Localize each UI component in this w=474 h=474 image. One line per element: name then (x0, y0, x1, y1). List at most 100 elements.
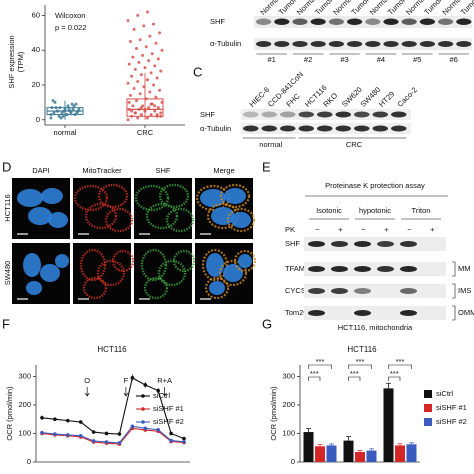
y-axis-label: OCR (pmol/min) (5, 386, 14, 441)
legend-swatch (424, 404, 432, 412)
band (391, 125, 407, 132)
row-label: α-Tubulin (200, 124, 231, 133)
data-point (139, 113, 143, 117)
band (391, 111, 407, 118)
data-point (77, 107, 81, 111)
data-point (136, 116, 140, 120)
data-point (132, 27, 136, 31)
cell-signal (226, 207, 256, 233)
significance-bracket (388, 364, 412, 369)
compartment-label: IMS (458, 286, 471, 295)
band (243, 125, 259, 132)
data-point (153, 64, 157, 68)
band (261, 111, 277, 118)
arrow (162, 387, 167, 397)
data-point (127, 100, 131, 104)
legend-label: siCtrl (153, 391, 170, 400)
data-point (136, 13, 140, 17)
marker (143, 426, 148, 431)
band (335, 111, 351, 118)
data-point (127, 62, 131, 66)
cell-signal (82, 276, 108, 300)
data-point (135, 46, 138, 50)
data-point (159, 69, 163, 73)
pk-state: − (315, 225, 320, 234)
lane-label: Tumor (386, 0, 408, 17)
data-point (128, 93, 132, 97)
data-point (156, 57, 160, 61)
band (400, 310, 417, 316)
annotation: F (124, 376, 129, 385)
nucleus (238, 254, 252, 268)
group-label: normal (259, 140, 282, 149)
compartment-label: OMM (458, 308, 474, 317)
nucleus (200, 189, 226, 207)
marker (40, 430, 44, 435)
cell-signal (84, 202, 118, 230)
data-point (145, 10, 149, 14)
data-point (154, 41, 158, 45)
band (292, 41, 308, 47)
bar (383, 388, 394, 462)
nucleus (28, 207, 52, 225)
cell-signal (143, 276, 169, 300)
marker (156, 388, 160, 393)
band (400, 288, 417, 294)
panel-label: C (193, 64, 202, 79)
pair-label: #3 (340, 55, 348, 64)
legend-marker (141, 420, 145, 424)
data-point (155, 76, 159, 80)
bar (315, 446, 325, 462)
legend-label: siSHF #1 (436, 403, 467, 412)
annotation: O (84, 376, 90, 385)
pk-state: + (338, 225, 343, 234)
band (280, 111, 296, 118)
band (261, 125, 277, 132)
y-tick-label: 0 (27, 457, 31, 466)
bar (343, 440, 354, 462)
box (126, 98, 164, 117)
lane-label: Caco-2 (395, 85, 418, 108)
band (401, 18, 417, 25)
nucleus (23, 253, 41, 277)
band (400, 241, 417, 247)
row-label: SW480 (3, 261, 12, 286)
bar (326, 445, 337, 462)
data-point (154, 95, 158, 99)
band (256, 18, 272, 25)
cell-signal (204, 276, 230, 300)
data-point (74, 102, 78, 106)
marker (130, 424, 135, 429)
band (365, 41, 381, 47)
error-bar (306, 428, 311, 433)
band (280, 125, 296, 132)
data-point (133, 67, 137, 71)
nucleus (41, 188, 63, 204)
band (419, 41, 435, 47)
data-point (61, 114, 65, 118)
data-point (156, 106, 160, 110)
line (41, 377, 185, 440)
marker (78, 420, 83, 424)
row-label: HCT116 (3, 194, 12, 221)
marker (53, 417, 57, 422)
significance-bracket (388, 376, 401, 381)
significance-bracket (348, 364, 372, 369)
data-point (131, 55, 135, 59)
marker (40, 415, 44, 420)
band (401, 41, 417, 47)
bar (366, 450, 377, 462)
arrow (123, 387, 129, 397)
band (328, 41, 344, 47)
legend-label: siSHF #2 (153, 417, 184, 426)
error-bar (317, 444, 323, 447)
marker (104, 431, 109, 436)
nucleus (211, 207, 235, 225)
band (243, 111, 259, 118)
band (383, 18, 399, 25)
data-point (71, 107, 75, 111)
column-label: MitoTracker (82, 166, 122, 175)
blot-strip (254, 38, 472, 50)
nucleus (206, 253, 224, 277)
pair-label: #1 (268, 55, 276, 64)
